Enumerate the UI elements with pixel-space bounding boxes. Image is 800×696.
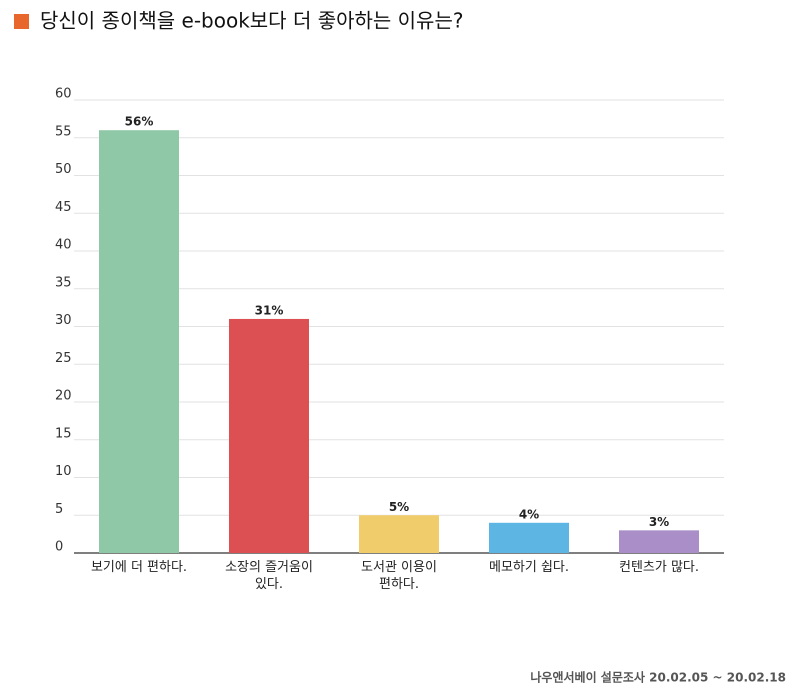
x-tick-label: 보기에 더 편하다.	[90, 560, 188, 575]
y-tick-label: 15	[55, 426, 72, 441]
value-label: 3%	[649, 515, 669, 529]
value-label: 31%	[255, 303, 284, 317]
chart-title: 당신이 종이책을 e-book보다 더 좋아하는 이유는?	[40, 9, 463, 33]
y-tick-label: 25	[55, 351, 72, 366]
value-label: 5%	[389, 500, 409, 514]
bar	[359, 515, 439, 553]
title-marker	[14, 14, 29, 29]
y-tick-label: 0	[55, 540, 63, 555]
y-tick-label: 30	[55, 313, 72, 328]
y-tick-label: 10	[55, 464, 72, 479]
x-tick-label: 메모하기 쉽다.	[488, 560, 570, 575]
source-note: 나우앤서베이 설문조사 20.02.05 ~ 20.02.18	[530, 670, 786, 685]
bar	[229, 318, 309, 553]
bar	[619, 530, 699, 553]
value-label: 56%	[125, 115, 154, 129]
value-label: 4%	[519, 507, 539, 521]
x-tick-label: 소장의 즐거움이 있다.	[225, 560, 313, 592]
x-tick-label: 컨텐츠가 많다.	[618, 560, 700, 575]
y-tick-label: 40	[55, 238, 72, 253]
y-tick-label: 45	[55, 200, 72, 215]
y-tick-label: 5	[55, 502, 63, 517]
y-tick-label: 60	[55, 87, 72, 102]
bar	[489, 522, 569, 553]
y-tick-label: 50	[55, 162, 72, 177]
bar	[99, 130, 179, 553]
y-tick-label: 55	[55, 124, 72, 139]
x-tick-label: 도서관 이용이 편하다.	[361, 560, 437, 592]
y-tick-label: 20	[55, 389, 72, 404]
y-tick-label: 35	[55, 275, 72, 290]
